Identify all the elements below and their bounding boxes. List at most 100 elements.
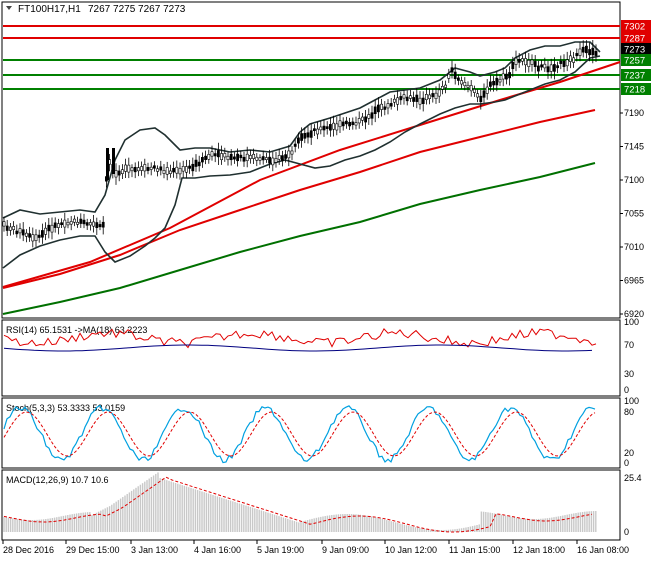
candle-body	[9, 226, 12, 231]
candle-body	[527, 60, 531, 67]
candle-body	[73, 218, 76, 223]
candle-body	[242, 156, 246, 162]
time-tick-label: 4 Jan 16:00	[194, 545, 241, 555]
candle-body	[194, 159, 198, 167]
candle-body	[207, 154, 211, 160]
candle-body	[380, 103, 384, 110]
candle-body	[399, 96, 403, 101]
stoch-main-line	[3, 404, 596, 464]
price-marker-label: 7257	[624, 56, 645, 67]
candle-body	[37, 234, 41, 238]
candle-body	[92, 221, 96, 227]
candle-body	[453, 71, 457, 79]
price-axis: 7190 7145 7100 7055 7010 6965 6920 730272877273…	[620, 20, 651, 319]
candle-body	[169, 170, 172, 174]
candle-body	[112, 148, 115, 174]
candle-body	[162, 170, 166, 174]
candle-body	[440, 86, 444, 90]
candle-body	[434, 92, 438, 100]
candle-body	[217, 150, 220, 158]
stoch-panel[interactable]	[1, 397, 621, 469]
candle-body	[591, 47, 595, 56]
macd-indicator: MACD(12,26,9) 10.7 10.6 25.4 0	[3, 472, 642, 537]
candle-body	[376, 104, 380, 113]
candle-body	[360, 116, 364, 121]
candle-body	[357, 118, 361, 124]
candle-body	[383, 106, 387, 110]
candle-body	[264, 157, 268, 160]
candle-body	[364, 116, 368, 123]
candle-body	[373, 106, 377, 115]
candle-body	[114, 170, 118, 178]
candle-body	[47, 224, 51, 232]
candle-body	[226, 155, 230, 161]
candle-body	[197, 161, 201, 167]
candle-body	[556, 65, 560, 69]
candle-body	[472, 89, 476, 93]
candle-body	[482, 90, 486, 98]
candle-body	[549, 64, 553, 72]
candle-body	[290, 150, 294, 155]
candle-body	[146, 167, 150, 171]
rsi-tick-100: 100	[624, 317, 639, 327]
rsi-panel[interactable]	[1, 319, 621, 397]
candle-body	[351, 121, 355, 126]
candle-body	[69, 221, 73, 225]
candle-body	[517, 58, 521, 63]
price-tick-label: 6965	[624, 276, 644, 286]
stoch-signal-line	[3, 411, 596, 457]
ohlc-values: 7267 7275 7267 7273	[88, 4, 186, 15]
candle-body	[492, 80, 496, 86]
candle-body	[204, 155, 208, 160]
candle-body	[508, 72, 512, 79]
candle-body	[300, 133, 304, 141]
rsi-ma-line	[3, 344, 593, 352]
candle-body	[418, 97, 422, 105]
price-tick-label: 7145	[624, 142, 644, 152]
candle-body	[335, 123, 339, 131]
stoch-indicator: Stoch(5,3,3) 53.3333 53.0159 100 80 20 0	[3, 396, 639, 468]
macd-panel[interactable]	[1, 469, 621, 541]
candle-body	[280, 155, 284, 161]
time-tick-label: 16 Jan 08:00	[577, 545, 629, 555]
candle-body	[137, 167, 140, 172]
candle-body	[552, 64, 556, 72]
rsi-tick-0: 0	[624, 385, 629, 395]
candle-body	[392, 98, 396, 103]
candle-body	[124, 164, 128, 172]
candle-body	[268, 156, 272, 164]
macd-tick-max: 25.4	[624, 473, 642, 483]
candle-body	[322, 125, 326, 131]
candle-body	[284, 154, 288, 159]
candle-body	[130, 167, 134, 172]
candle-body	[389, 103, 393, 107]
time-tick-label: 9 Jan 09:00	[322, 545, 369, 555]
candle-body	[121, 169, 124, 174]
candle-body	[140, 166, 144, 171]
candle-body	[271, 157, 275, 166]
main-panel[interactable]	[1, 1, 621, 319]
candle-body	[386, 103, 390, 109]
candle-body	[210, 151, 214, 157]
candle-body	[424, 94, 428, 101]
candle-body	[415, 94, 419, 102]
candle-body	[431, 93, 435, 98]
candle-body	[511, 62, 515, 70]
candle-body	[133, 166, 137, 173]
candle-body	[581, 46, 585, 53]
candle-body	[306, 132, 310, 138]
candle-body	[50, 224, 54, 233]
candle-body	[76, 221, 80, 225]
price-marker-label: 7273	[624, 45, 645, 56]
candle-body	[149, 166, 153, 170]
price-candles	[2, 40, 598, 248]
candle-body	[296, 137, 300, 144]
stoch-tick-80: 80	[624, 407, 634, 417]
candle-body	[501, 73, 505, 80]
candle-body	[89, 222, 92, 226]
stoch-tick-100: 100	[624, 396, 639, 406]
rsi-tick-30: 30	[624, 369, 634, 379]
candle-body	[354, 122, 358, 126]
